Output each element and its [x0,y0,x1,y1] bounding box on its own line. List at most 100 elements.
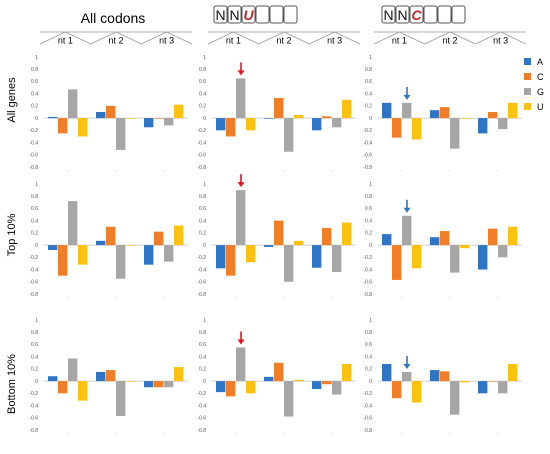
highlight-arrow-head [237,182,245,188]
y-tick-label: -0.2 [197,255,206,261]
bar-u [126,245,136,246]
category-marker [163,433,165,435]
y-tick-label: 0 [369,116,372,122]
codon-letter-highlight: C [411,7,422,23]
y-tick-label: -0.6 [363,416,372,422]
chart-panel: 1 0.8 0.6 0.4 0.2 0 -0.2 -0.4 -0.6 -0.8 [197,174,356,299]
y-tick-label: 0.6 [31,79,38,85]
bar-g [236,347,246,382]
chart-panel: 1 0.8 0.6 0.4 0.2 0 -0.2 -0.4 -0.6 -0.8 [363,55,522,172]
header-bracket-line [65,31,91,45]
y-tick-label: 0 [203,379,206,385]
bar-g [284,118,294,152]
y-tick-label: 0.6 [365,342,372,348]
highlight-arrow-head [403,94,411,100]
bar-u [174,225,184,246]
header-bracket-line [500,31,527,45]
y-tick-label: -0.6 [197,153,206,159]
nt-label: nt 1 [226,36,241,46]
bar-c [488,381,498,382]
header-bracket-line [283,31,310,45]
bar-a [430,370,440,382]
y-tick-label: 0.2 [199,367,206,373]
bar-c [322,228,332,246]
y-tick-label: -0.8 [363,428,372,434]
y-tick-label: 0 [203,116,206,122]
codon-box [381,5,396,24]
bar-u [508,226,518,246]
bar-c [106,370,116,382]
y-tick-label: -0.2 [363,128,372,134]
y-tick-label: 0.8 [31,67,38,73]
y-tick-label: 0.6 [365,79,372,85]
y-tick-label: -0.4 [29,140,38,146]
bar-c [106,226,116,246]
bar-g [236,78,246,119]
bar-g [402,371,412,382]
y-tick-label: 0.4 [31,354,38,360]
codon-letter: N [383,7,393,23]
bar-g [332,118,342,128]
category-marker [235,297,237,299]
bar-u [460,381,470,383]
category-marker [331,297,333,299]
bar-u [174,367,184,382]
bar-u [126,118,136,119]
legend-label-u: U [537,102,544,112]
bar-g [450,381,460,415]
legend-swatch-g [524,88,531,95]
y-tick-label: 1 [203,55,206,61]
bar-c [440,371,450,382]
y-tick-label: 0.2 [199,231,206,237]
bar-c [392,381,402,399]
header-bracket-line [334,31,361,45]
bar-g [450,118,460,149]
bar-u [174,104,184,119]
y-tick-label: -0.4 [197,267,206,273]
legend-swatch-c [524,73,531,80]
y-tick-label: 1 [369,182,372,188]
y-tick-label: 0.2 [365,367,372,373]
nt-label: nt 2 [442,36,457,46]
bar-c [226,118,236,137]
y-tick-label: 0.8 [31,194,38,200]
codon-box [241,5,256,24]
chart-panel: 1 0.8 0.6 0.4 0.2 0 -0.2 -0.4 -0.6 -0.8 [29,182,188,299]
bar-c [392,245,402,280]
y-tick-label: 0.2 [365,231,372,237]
y-tick-label: -0.2 [29,255,38,261]
bar-u [294,379,304,382]
y-tick-label: -0.8 [363,165,372,171]
y-tick-label: 0.8 [365,194,372,200]
bar-u [342,364,352,382]
bar-a [144,245,154,265]
bar-g [116,245,126,279]
codon-letter: N [215,7,225,23]
category-marker [497,433,499,435]
y-tick-label: 0.8 [199,67,206,73]
y-tick-label: -0.8 [197,165,206,171]
bar-g [498,381,508,394]
header-bracket-line [309,31,335,45]
bar-a [312,245,322,268]
codon-box [227,5,242,24]
y-tick-label: 1 [203,318,206,324]
bar-a [144,118,154,128]
bar-g [236,190,246,246]
bar-c [488,112,498,119]
y-tick-label: 0.4 [199,218,206,224]
y-tick-label: -0.4 [29,267,38,273]
header-bracket-line [207,31,234,45]
bar-a [48,376,58,382]
bar-c [488,228,498,246]
bar-a [216,245,226,269]
y-tick-label: 0.8 [199,330,206,336]
bar-u [508,102,518,119]
bar-g [498,118,508,130]
legend-label-c: C [537,72,544,82]
codon-box [255,5,270,24]
header-bracket-line [373,31,400,45]
category-marker [497,170,499,172]
y-tick-label: -0.2 [363,391,372,397]
bar-u [412,118,422,140]
